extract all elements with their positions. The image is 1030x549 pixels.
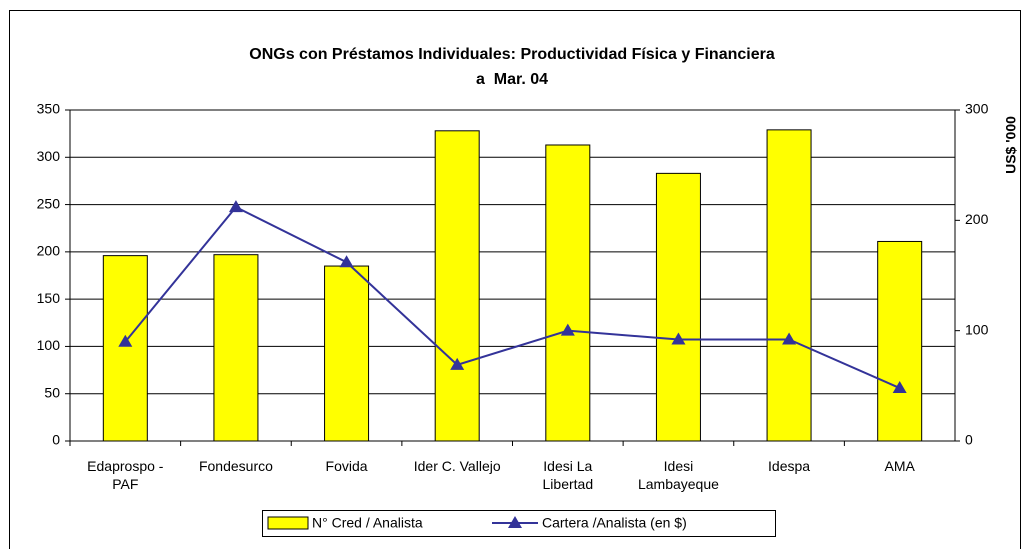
y2-tick-label: 300 xyxy=(965,101,989,117)
y2-axis-label: US$ '000 xyxy=(1003,116,1019,174)
x-tick-label: Idesi Lambayeque xyxy=(637,458,719,492)
marker xyxy=(118,334,133,347)
x-tick-label: Fondesurco xyxy=(198,458,273,474)
x-tick-label: AMA xyxy=(884,458,915,474)
legend xyxy=(262,510,776,537)
marker xyxy=(892,381,907,394)
y2-tick-label: 200 xyxy=(965,211,989,227)
chart-title: ONGs con Préstamos Individuales: Product… xyxy=(249,46,775,63)
legend-swatch xyxy=(267,516,309,530)
chart-subtitle: a Mar. 04 xyxy=(476,71,548,88)
y-tick-label: 150 xyxy=(37,290,61,306)
x-tick-label: Idesi La Libertad xyxy=(542,458,594,492)
bar xyxy=(545,144,591,442)
y-tick-label: 200 xyxy=(37,243,61,259)
y2-tick-label: 100 xyxy=(965,321,989,337)
bar xyxy=(102,255,148,442)
bar xyxy=(324,265,370,442)
y-tick-label: 50 xyxy=(44,384,60,400)
marker xyxy=(228,200,243,213)
x-tick-label: Idespa xyxy=(768,458,811,474)
bar xyxy=(877,240,923,442)
bar xyxy=(655,172,701,442)
x-tick-label: Fovida xyxy=(325,458,368,474)
x-tick-label: Ider C. Vallejo xyxy=(413,458,501,474)
marker xyxy=(450,357,465,370)
legend-label: N° Cred / Analista xyxy=(312,515,423,531)
bar xyxy=(434,130,480,442)
marker xyxy=(508,516,522,528)
y-tick-label: 0 xyxy=(52,432,60,448)
marker xyxy=(671,332,686,345)
y-tick-label: 250 xyxy=(37,195,61,211)
y-tick-label: 350 xyxy=(37,101,61,117)
legend-label: Cartera /Analista (en $) xyxy=(542,515,687,531)
y2-tick-label: 0 xyxy=(965,432,973,448)
marker xyxy=(560,323,575,336)
line xyxy=(124,205,901,389)
marker xyxy=(339,255,354,268)
y-tick-label: 100 xyxy=(37,337,61,353)
bar xyxy=(213,254,259,442)
y-tick-label: 300 xyxy=(37,148,61,164)
x-tick-label: Edaprospo - PAF xyxy=(87,458,164,492)
chart-border xyxy=(9,10,1021,549)
bar xyxy=(766,129,812,442)
marker xyxy=(782,332,797,345)
